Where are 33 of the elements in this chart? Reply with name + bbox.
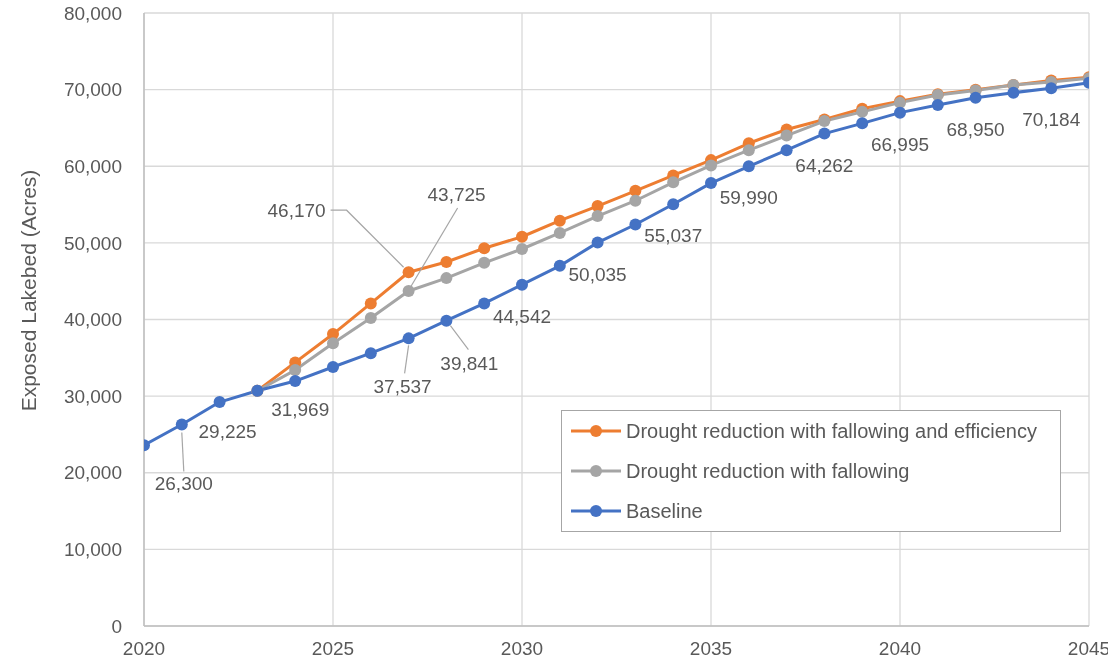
x-tick-label: 2025 bbox=[311, 638, 355, 660]
y-tick-label: 80,000 bbox=[63, 2, 122, 24]
y-tick-label: 70,000 bbox=[63, 79, 122, 101]
y-tick-label: 30,000 bbox=[63, 385, 122, 407]
legend-label: Drought reduction with fallowing and efficiency bbox=[626, 419, 1037, 443]
data-label: 55,037 bbox=[644, 224, 703, 246]
x-tick-label: 2035 bbox=[689, 638, 733, 660]
y-tick-label: 10,000 bbox=[63, 539, 122, 561]
data-label: 37,537 bbox=[373, 375, 432, 397]
y-tick-label: 60,000 bbox=[63, 155, 122, 177]
y-tick-label: 40,000 bbox=[63, 309, 122, 331]
data-label: 46,170 bbox=[267, 199, 326, 221]
data-label: 70,184 bbox=[1022, 108, 1081, 130]
legend-label: Baseline bbox=[626, 499, 703, 523]
data-label: 44,542 bbox=[492, 305, 552, 327]
data-label: 68,950 bbox=[946, 118, 1005, 140]
legend-label: Drought reduction with fallowing bbox=[626, 459, 910, 483]
data-label: 39,841 bbox=[440, 352, 499, 374]
x-tick-label: 2020 bbox=[122, 638, 166, 660]
data-label: 29,225 bbox=[198, 420, 257, 442]
x-tick-label: 2040 bbox=[878, 638, 922, 660]
data-label: 31,969 bbox=[271, 398, 330, 420]
y-tick-label: 20,000 bbox=[63, 462, 122, 484]
data-label: 59,990 bbox=[719, 186, 778, 208]
y-tick-label: 0 bbox=[111, 615, 122, 637]
data-label: 43,725 bbox=[427, 183, 486, 205]
x-tick-label: 2030 bbox=[500, 638, 544, 660]
data-label: 66,995 bbox=[870, 133, 930, 155]
data-label: 50,035 bbox=[568, 263, 627, 285]
data-label: 26,300 bbox=[154, 472, 213, 494]
y-tick-label: 50,000 bbox=[63, 232, 122, 254]
data-label: 64,262 bbox=[795, 154, 854, 176]
y-axis-title: Exposed Lakebed (Acres) bbox=[16, 169, 40, 412]
